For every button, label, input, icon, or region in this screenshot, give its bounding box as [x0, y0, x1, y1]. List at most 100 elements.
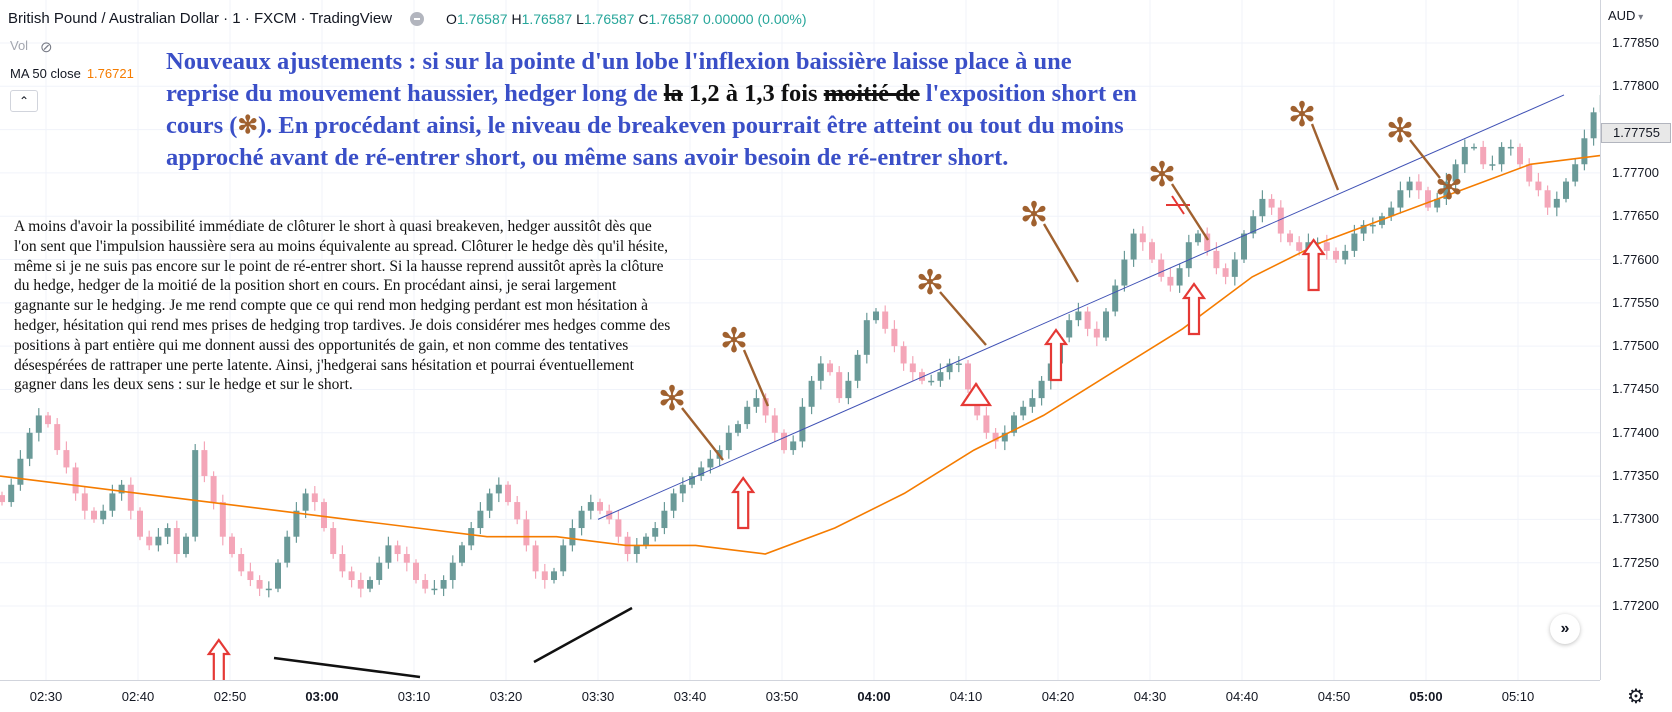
candle-body: [1572, 164, 1578, 181]
candle-body: [643, 537, 649, 546]
price-tick-label: 1.77800: [1612, 78, 1659, 93]
support-line-1: [274, 658, 420, 677]
candle-body: [496, 485, 502, 494]
market-status-icon: [410, 12, 424, 26]
candle-body: [1342, 251, 1348, 260]
candle-body: [634, 545, 640, 554]
candle-body: [1480, 147, 1486, 164]
candle-body: [891, 329, 897, 346]
candle-body: [238, 554, 244, 571]
candle-body: [1085, 312, 1091, 329]
candle-body: [1535, 182, 1541, 191]
candle-body: [505, 485, 511, 502]
candle-body: [257, 580, 263, 589]
volume-legend[interactable]: Vol: [10, 38, 28, 53]
candle-body: [983, 415, 989, 432]
candle-body: [247, 571, 253, 580]
hidden-eye-icon[interactable]: ⊘: [40, 38, 53, 56]
candle-body: [275, 563, 281, 589]
candle-body: [201, 450, 207, 476]
candle-body: [928, 381, 934, 383]
candle-body: [376, 563, 382, 580]
candle-body: [864, 320, 870, 355]
candle-body: [17, 459, 23, 485]
candle-body: [1094, 329, 1100, 338]
candle-body: [707, 459, 713, 468]
symbol-title[interactable]: British Pound / Australian Dollar · 1 · …: [8, 10, 392, 27]
candle-body: [1324, 242, 1330, 251]
candle-body: [1517, 147, 1523, 164]
candle-body: [1075, 312, 1081, 321]
currency-selector[interactable]: AUD: [1608, 8, 1643, 23]
candle-body: [1333, 251, 1339, 260]
time-tick-label: 04:20: [1042, 689, 1075, 704]
candle-body: [1140, 234, 1146, 243]
open-value: 1.76587: [457, 11, 508, 27]
scroll-to-realtime-button[interactable]: »: [1550, 614, 1580, 644]
candle-body: [155, 537, 161, 546]
candle-body: [395, 545, 401, 554]
black-annotation-text: A moins d'avoir la possibilité immédiate…: [14, 217, 674, 395]
candle-body: [1397, 190, 1403, 207]
candle-body: [349, 571, 355, 580]
change-value: 0.00000 (0.00%): [703, 11, 807, 27]
candle-body: [836, 372, 842, 398]
price-tick-label: 1.77550: [1612, 295, 1659, 310]
candle-body: [1269, 199, 1275, 208]
ma-label: MA 50 close: [10, 66, 81, 81]
candle-body: [569, 528, 575, 545]
time-tick-label: 03:10: [398, 689, 431, 704]
time-tick-label: 03:40: [674, 689, 707, 704]
blue-annotation-text: Nouveaux ajustements : si sur la pointe …: [166, 46, 1146, 174]
candle-body: [1121, 260, 1127, 286]
candle-body: [422, 580, 428, 589]
candle-body: [45, 415, 51, 424]
asterisk-icon: ✻: [1288, 95, 1317, 135]
candle-body: [128, 485, 134, 511]
candle-body: [312, 493, 318, 502]
price-tick-label: 1.77350: [1612, 468, 1659, 483]
candle-body: [1039, 381, 1045, 398]
close-key: C: [638, 11, 648, 27]
candle-body: [882, 312, 888, 329]
high-value: 1.76587: [522, 11, 573, 27]
candle-body: [615, 519, 621, 536]
candle-body: [1499, 147, 1505, 164]
candle-body: [514, 502, 520, 519]
candle-body: [358, 580, 364, 589]
candle-body: [146, 537, 152, 546]
collapse-legend-button[interactable]: ⌃: [10, 90, 38, 112]
candle-body: [1351, 234, 1357, 251]
candle-body: [588, 502, 594, 511]
candle-body: [8, 485, 14, 502]
candle-body: [91, 511, 97, 520]
candle-body: [1241, 234, 1247, 260]
time-tick-label: 05:10: [1502, 689, 1535, 704]
candle-body: [533, 545, 539, 571]
candle-body: [560, 545, 566, 571]
support-line-2: [534, 608, 632, 662]
candle-body: [487, 493, 493, 510]
candle-body: [1489, 164, 1495, 166]
price-tick-label: 1.77850: [1612, 35, 1659, 50]
candle-body: [1029, 398, 1035, 407]
price-tick-label: 1.77400: [1612, 425, 1659, 440]
candle-body: [1131, 234, 1137, 260]
candle-body: [1103, 312, 1109, 338]
candle-body: [1471, 147, 1477, 149]
candle-body: [404, 554, 410, 563]
candle-body: [873, 312, 879, 321]
asterisk-icon: ✻: [1435, 168, 1464, 208]
time-tick-label: 02:40: [122, 689, 155, 704]
candle-body: [1287, 234, 1293, 243]
settings-gear-icon[interactable]: ⚙: [1627, 684, 1645, 709]
asterisk-icon: ✻: [916, 263, 945, 303]
price-tick-label: 1.77250: [1612, 555, 1659, 570]
candle-body: [1195, 234, 1201, 243]
time-tick-label: 03:00: [305, 689, 338, 704]
candle-body: [671, 493, 677, 510]
price-tick-label: 1.77300: [1612, 511, 1659, 526]
strikethrough-2: moitié de: [824, 80, 920, 107]
candle-body: [1296, 242, 1302, 251]
